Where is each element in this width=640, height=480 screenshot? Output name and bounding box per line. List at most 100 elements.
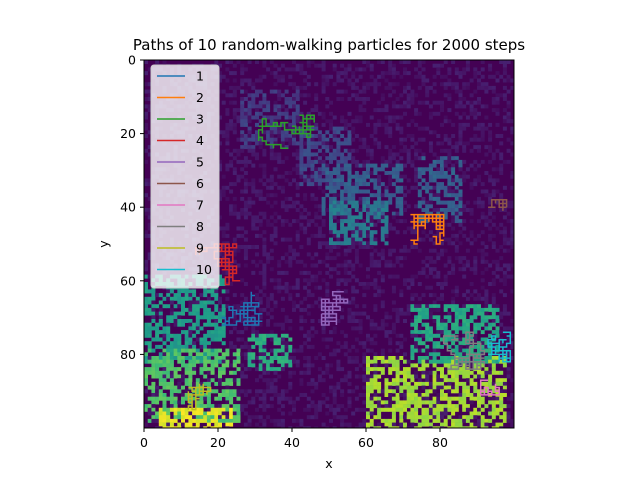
heatmap-cell: [210, 330, 215, 335]
heatmap-cell: [506, 248, 511, 253]
heatmap-cell: [147, 97, 152, 101]
heatmap-cell: [473, 200, 478, 205]
heatmap-cell: [377, 389, 382, 394]
heatmap-cell: [251, 226, 256, 231]
heatmap-cell: [510, 396, 514, 401]
heatmap-cell: [399, 189, 404, 194]
heatmap-cell: [403, 230, 407, 235]
heatmap-cell: [314, 215, 319, 220]
heatmap-cell: [292, 418, 296, 423]
heatmap-cell: [181, 300, 185, 305]
heatmap-cell: [144, 193, 148, 198]
heatmap-cell: [310, 415, 315, 420]
heatmap-cell: [462, 159, 467, 164]
heatmap-cell: [158, 344, 163, 349]
heatmap-cell: [280, 237, 285, 242]
heatmap-cell: [218, 193, 222, 198]
heatmap-cell: [462, 307, 467, 312]
heatmap-cell: [414, 374, 419, 379]
heatmap-cell: [181, 385, 185, 390]
heatmap-cell: [232, 89, 237, 94]
heatmap-cell: [358, 174, 363, 179]
heatmap-cell: [292, 104, 296, 109]
x-tick-label: 20: [210, 435, 226, 450]
heatmap-cell: [369, 259, 374, 264]
heatmap-cell: [173, 385, 178, 390]
heatmap-cell: [273, 152, 278, 157]
heatmap-cell: [243, 237, 248, 242]
heatmap-cell: [477, 71, 481, 76]
heatmap-cell: [151, 315, 156, 320]
heatmap-cell: [269, 215, 274, 220]
heatmap-cell: [417, 341, 422, 346]
heatmap-cell: [184, 319, 189, 323]
heatmap-cell: [477, 407, 481, 412]
heatmap-cell: [340, 126, 345, 131]
heatmap-cell: [395, 378, 400, 383]
heatmap-cell: [177, 400, 182, 405]
heatmap-cell: [258, 426, 263, 428]
heatmap-cell: [358, 89, 363, 94]
heatmap-cell: [221, 407, 226, 412]
heatmap-cell: [351, 119, 356, 124]
heatmap-cell: [306, 404, 311, 409]
heatmap-cell: [325, 193, 330, 198]
heatmap-cell: [332, 200, 337, 205]
heatmap-cell: [502, 126, 507, 131]
heatmap-cell: [247, 363, 252, 368]
heatmap-cell: [428, 145, 433, 150]
heatmap-cell: [384, 315, 389, 320]
heatmap-cell: [240, 145, 245, 150]
heatmap-cell: [351, 193, 356, 198]
heatmap-cell: [166, 363, 171, 368]
heatmap-cell: [458, 200, 463, 205]
heatmap-cell: [354, 374, 359, 379]
heatmap-cell: [458, 130, 463, 135]
heatmap-cell: [218, 326, 222, 331]
heatmap-cell: [443, 137, 448, 142]
heatmap-cell: [477, 348, 481, 353]
heatmap-cell: [414, 108, 419, 113]
heatmap-cell: [502, 381, 507, 386]
heatmap-cell: [399, 422, 404, 427]
heatmap-cell: [166, 411, 171, 416]
heatmap-cell: [354, 311, 359, 316]
heatmap-cell: [388, 400, 393, 405]
heatmap-cell: [362, 189, 367, 194]
heatmap-cell: [458, 344, 463, 349]
heatmap-cell: [147, 404, 152, 409]
heatmap-cell: [491, 89, 496, 94]
heatmap-cell: [377, 208, 382, 212]
heatmap-cell: [403, 256, 407, 261]
heatmap-cell: [236, 396, 241, 401]
heatmap-cell: [258, 233, 263, 238]
heatmap-cell: [347, 359, 352, 364]
heatmap-cell: [440, 296, 444, 301]
heatmap-cell: [321, 115, 326, 120]
x-tick-label: 0: [140, 435, 148, 450]
heatmap-cell: [369, 230, 374, 235]
heatmap-cell: [373, 404, 378, 409]
heatmap-cell: [325, 97, 330, 101]
heatmap-cell: [388, 426, 393, 428]
heatmap-cell: [440, 252, 444, 257]
heatmap-cell: [280, 104, 285, 109]
heatmap-cell: [247, 115, 252, 120]
heatmap-cell: [451, 215, 456, 220]
heatmap-cell: [351, 326, 356, 331]
heatmap-cell: [436, 111, 441, 116]
heatmap-cell: [458, 134, 463, 138]
heatmap-cell: [255, 285, 259, 290]
heatmap-cell: [373, 193, 378, 198]
heatmap-cell: [195, 304, 200, 309]
heatmap-cell: [380, 407, 385, 412]
heatmap-cell: [440, 396, 444, 401]
heatmap-cell: [488, 407, 493, 412]
heatmap-cell: [336, 141, 341, 146]
heatmap-cell: [332, 130, 337, 135]
heatmap-cell: [473, 411, 478, 416]
heatmap-cell: [262, 171, 267, 175]
heatmap-cell: [144, 367, 148, 372]
heatmap-cell: [369, 411, 374, 416]
heatmap-cell: [317, 63, 322, 68]
